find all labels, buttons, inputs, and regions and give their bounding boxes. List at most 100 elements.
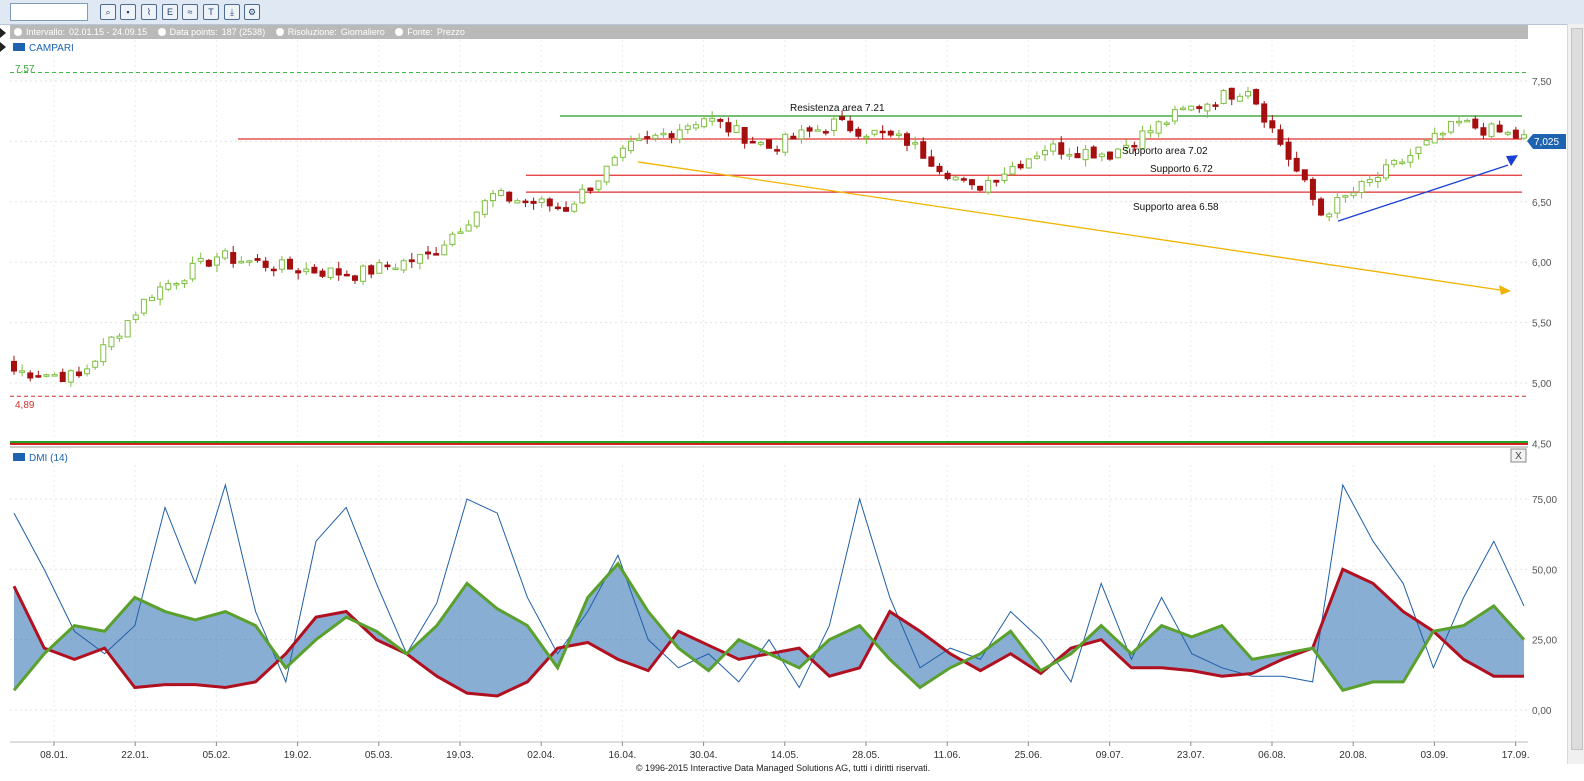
trendlines — [637, 155, 1518, 295]
candle-body — [319, 270, 326, 277]
toolbar: ⌕ ▪ ⌇ E ≈ T ⤓ ⚙ — [0, 0, 1584, 25]
x-tick-label: 28.05. — [852, 750, 880, 761]
indicator-icon[interactable]: E — [162, 4, 178, 20]
zoom-icon[interactable]: ⌕ — [100, 4, 116, 20]
candle-body — [1358, 181, 1365, 193]
support-658-label: Supporto area 6.58 — [1133, 202, 1219, 213]
candle-body — [538, 198, 545, 204]
candle-body — [1228, 87, 1235, 100]
candle-body — [847, 120, 854, 132]
candle-body — [1098, 153, 1105, 158]
candle-body — [952, 176, 959, 181]
export-icon[interactable]: ⤓ — [224, 4, 240, 20]
candle-body — [936, 165, 943, 173]
candle-body — [676, 129, 683, 140]
candle-body — [790, 135, 797, 140]
interval-value: 02.01.15 - 24.09.15 — [69, 27, 148, 37]
collapse-arrow-icon[interactable] — [0, 28, 6, 38]
x-tick-label: 22.01. — [121, 750, 149, 761]
candle-body — [684, 125, 691, 130]
source-label: Fonte: — [407, 27, 433, 37]
candle-body — [295, 270, 302, 274]
candle-body — [506, 191, 513, 202]
dmi-legend-swatch — [13, 453, 25, 461]
settings-icon[interactable]: ⚙ — [244, 4, 260, 20]
candle-body — [368, 265, 375, 275]
candle-body — [1301, 169, 1308, 181]
candle-body — [822, 131, 829, 134]
candle-body — [92, 360, 99, 368]
candle-body — [1212, 104, 1219, 107]
x-tick-label: 11.06. — [934, 750, 961, 761]
candle-body — [1399, 161, 1406, 165]
candle-body — [408, 259, 415, 263]
candle-body — [165, 283, 172, 290]
line-chart-icon[interactable]: ⌇ — [141, 4, 157, 20]
candle-body — [587, 187, 594, 192]
symbol-input[interactable] — [10, 3, 88, 21]
candle-body — [1236, 95, 1243, 102]
candle-body — [1074, 153, 1081, 159]
candle-body — [35, 375, 42, 378]
candle-body — [1058, 142, 1065, 155]
dmi-close-label[interactable]: X — [1515, 451, 1522, 462]
candle-body — [619, 147, 626, 158]
candle-body — [514, 200, 521, 204]
separator-red — [10, 443, 1528, 445]
studies-icon[interactable]: ≈ — [182, 4, 198, 20]
resolution-icon — [275, 28, 284, 36]
x-tick-label: 09.07. — [1096, 750, 1124, 761]
candle-body — [766, 139, 772, 149]
candle-body — [108, 336, 115, 348]
candle-body — [1090, 146, 1097, 159]
candle-body — [725, 122, 732, 133]
candle-body — [489, 193, 496, 202]
dmi-close-button[interactable] — [1510, 448, 1527, 463]
text-tool-icon[interactable]: T — [203, 4, 219, 20]
candle-body — [774, 149, 781, 152]
panel-separator — [10, 441, 1528, 448]
x-tick-label: 30.04. — [690, 750, 718, 761]
candle-body — [1480, 127, 1487, 136]
candle-body — [1512, 129, 1519, 139]
vertical-scrollbar[interactable] — [1567, 24, 1584, 764]
candle-body — [27, 372, 34, 379]
dmi-tick-label: 0,00 — [1532, 706, 1552, 717]
x-tick-label: 14.05. — [771, 750, 799, 761]
downtrend-line — [637, 161, 1501, 291]
candle-body — [481, 200, 488, 215]
candle-body — [1472, 118, 1479, 129]
candle-body — [1350, 192, 1357, 197]
datapoints-label: Data points: — [169, 27, 218, 37]
candle-body — [603, 165, 610, 183]
candle-body — [360, 265, 367, 282]
candle-body — [1147, 130, 1154, 134]
candle-body — [384, 264, 391, 268]
candle-body — [43, 374, 50, 377]
candle-body — [157, 286, 164, 300]
candle-body — [595, 180, 602, 190]
price-tick-label: 6,50 — [1532, 198, 1552, 209]
legend-swatch — [13, 43, 25, 51]
support-672-label: Supporto 6.72 — [1150, 164, 1213, 175]
candle-body — [1464, 119, 1471, 123]
x-tick-label: 19.03. — [446, 750, 474, 761]
high-marker: 7,57 — [15, 64, 35, 75]
downtrend-arrow — [1499, 284, 1511, 295]
collapse-arrow-icon[interactable] — [0, 42, 6, 52]
adx-line — [13, 483, 1525, 689]
candle-body — [1456, 120, 1463, 124]
candlestick-icon[interactable]: ▪ — [120, 4, 136, 20]
last-price-value: 7,025 — [1534, 137, 1559, 148]
datapoints-value: 187 (2538) — [221, 27, 266, 37]
x-axis: 08.01. 22.01. 05.02. 19.02. 05.03. 19.03. 02.0… — [10, 741, 1530, 761]
scrollbar-thumb[interactable] — [1571, 28, 1583, 750]
candle-body — [1415, 146, 1422, 154]
candle-body — [709, 117, 716, 122]
x-tick-label: 05.02. — [202, 750, 230, 761]
candle-body — [1293, 157, 1300, 172]
candle-body — [303, 268, 310, 273]
candle-body — [757, 141, 764, 145]
candle-body — [230, 252, 237, 264]
candle-body — [205, 259, 212, 267]
